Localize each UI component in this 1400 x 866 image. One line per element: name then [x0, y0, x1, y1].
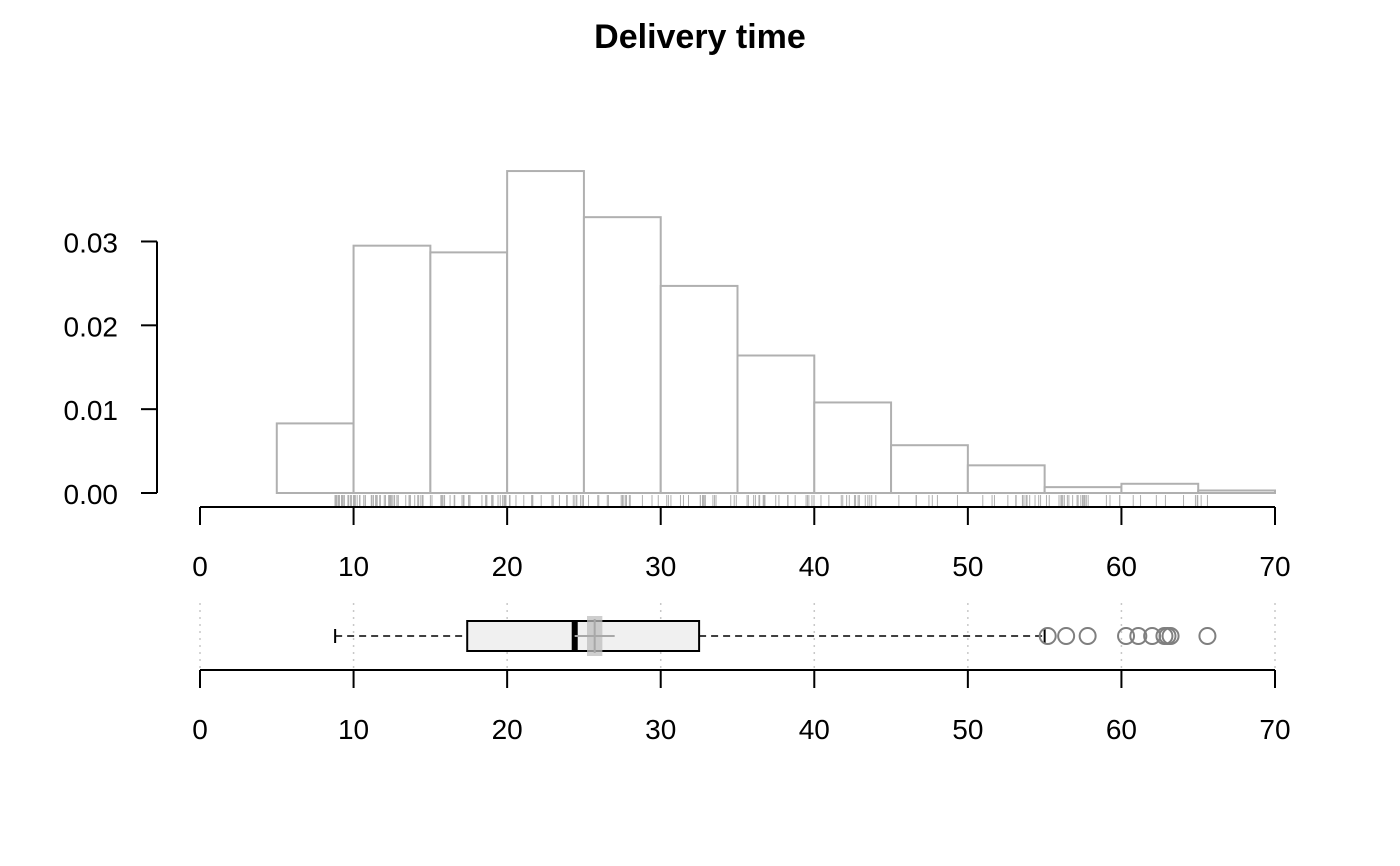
histogram-bar: [352, 244, 432, 494]
x-tick-label-boxplot: 70: [1259, 714, 1290, 745]
histogram-bar: [506, 170, 585, 494]
x-tick-label-boxplot: 0: [192, 714, 208, 745]
histogram-bar: [966, 464, 1046, 494]
boxplot-outlier: [1117, 627, 1136, 645]
y-tick-label: 0.01: [64, 395, 119, 426]
boxplot-outlier: [1038, 627, 1057, 645]
x-tick-label: 20: [492, 551, 523, 582]
boxplot-outlier: [1078, 627, 1097, 645]
histogram-bar: [1197, 489, 1276, 495]
x-tick-label: 40: [799, 551, 830, 582]
x-tick-label-boxplot: 60: [1106, 714, 1137, 745]
histogram-bar: [1043, 486, 1123, 494]
boxplot-outlier: [1057, 627, 1076, 645]
histogram-bar: [1120, 482, 1200, 494]
histogram-bar: [659, 284, 739, 494]
x-tick-label-boxplot: 30: [645, 714, 676, 745]
histogram-bar: [890, 444, 969, 495]
x-tick-label: 50: [952, 551, 983, 582]
x-tick-label-boxplot: 50: [952, 714, 983, 745]
x-tick-label: 60: [1106, 551, 1137, 582]
chart-title: Delivery time: [594, 18, 806, 56]
y-tick-label: 0.00: [64, 479, 119, 510]
y-tick-label: 0.03: [64, 227, 119, 258]
boxplot-outlier: [1129, 627, 1148, 645]
boxplot-outlier: [1198, 627, 1217, 645]
histogram-bar: [429, 251, 509, 494]
y-tick-label: 0.02: [64, 311, 119, 342]
histogram-bar: [275, 422, 355, 495]
x-tick-label-boxplot: 20: [492, 714, 523, 745]
x-tick-label: 0: [192, 551, 208, 582]
histogram-bar: [813, 401, 893, 494]
histogram-bar: [582, 216, 662, 494]
x-tick-label: 70: [1259, 551, 1290, 582]
x-tick-label: 10: [338, 551, 369, 582]
x-tick-label-boxplot: 40: [799, 714, 830, 745]
x-tick-label-boxplot: 10: [338, 714, 369, 745]
histogram-bar: [736, 354, 816, 495]
boxplot-outlier: [1161, 627, 1180, 645]
x-tick-label: 30: [645, 551, 676, 582]
